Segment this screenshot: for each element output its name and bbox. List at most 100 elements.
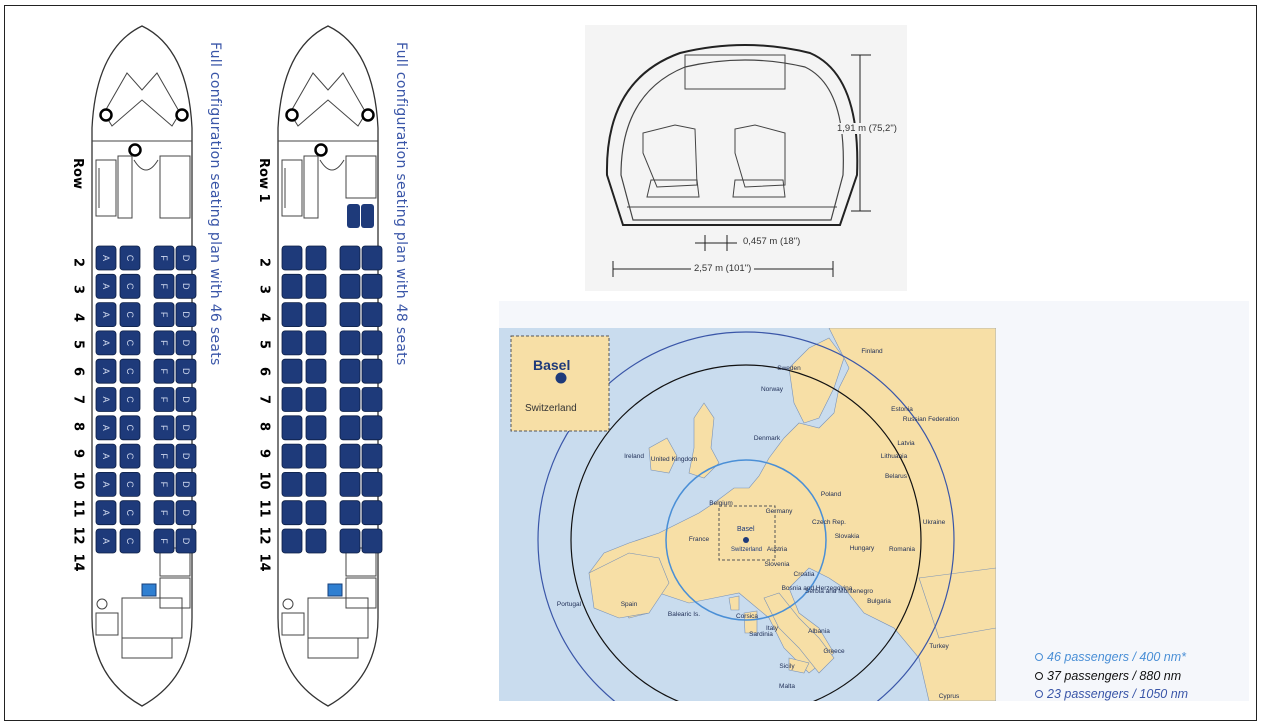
seat-letter: D bbox=[181, 538, 191, 545]
country-label: Denmark bbox=[754, 435, 781, 442]
country-label: Russian Federation bbox=[903, 416, 960, 423]
country-label: Balearic Is. bbox=[668, 611, 700, 618]
seat-letter: F bbox=[159, 538, 169, 544]
seat bbox=[175, 245, 197, 271]
seat-letter: A bbox=[101, 312, 111, 318]
seat bbox=[305, 302, 327, 328]
seat bbox=[119, 273, 141, 299]
country-labels: Sweden Finland Norway Estonia Russian Federa… bbox=[557, 348, 960, 700]
seat bbox=[339, 358, 361, 384]
seat bbox=[339, 443, 361, 469]
seat-letter: A bbox=[101, 538, 111, 544]
seat-grid-48 bbox=[281, 204, 383, 554]
country-label: Ireland bbox=[624, 453, 644, 460]
seat bbox=[281, 302, 303, 328]
row-number: 7 bbox=[256, 394, 272, 404]
seat-letter: C bbox=[125, 283, 135, 290]
seat bbox=[361, 443, 383, 469]
seat bbox=[119, 330, 141, 356]
row-number: 9 bbox=[70, 449, 86, 459]
row-number: 3 bbox=[70, 285, 86, 295]
country-label: Austria bbox=[767, 546, 788, 553]
row-number: 2 bbox=[256, 257, 272, 268]
country-label: Corsica bbox=[736, 613, 758, 620]
seat bbox=[281, 245, 303, 271]
seat-letter: C bbox=[125, 396, 135, 403]
range-circle-1050nm bbox=[537, 331, 955, 701]
seat bbox=[339, 330, 361, 356]
seat bbox=[361, 415, 383, 441]
seat bbox=[153, 302, 175, 328]
row-header-48: Row 1 bbox=[256, 158, 271, 203]
seat bbox=[281, 387, 303, 412]
inset-marker bbox=[718, 505, 776, 561]
seat bbox=[305, 415, 327, 441]
seat-letter: D bbox=[181, 283, 191, 290]
row-number: 11 bbox=[256, 499, 272, 518]
seat-letter: C bbox=[125, 255, 135, 262]
seat bbox=[305, 471, 327, 497]
country-label: Sicily bbox=[779, 663, 795, 670]
legend-label: 46 passengers / 400 nm* bbox=[1047, 650, 1186, 664]
country-label: Belgium bbox=[709, 500, 732, 507]
row-number: 12 bbox=[256, 526, 272, 545]
seat bbox=[281, 500, 303, 526]
seat bbox=[119, 528, 141, 554]
seat bbox=[305, 443, 327, 469]
country-label: Serbia and Montenegro bbox=[805, 588, 873, 595]
seat-letter: F bbox=[159, 397, 169, 403]
row-number: 14 bbox=[256, 553, 272, 572]
country-label: Romania bbox=[889, 546, 915, 553]
seat-letter: A bbox=[101, 396, 111, 402]
seat bbox=[339, 302, 361, 328]
seat bbox=[305, 273, 327, 299]
seat bbox=[305, 387, 327, 412]
seat bbox=[361, 387, 383, 412]
seat bbox=[119, 358, 141, 384]
seat bbox=[153, 443, 175, 469]
center-city-label: Basel bbox=[737, 526, 755, 533]
seat bbox=[119, 471, 141, 497]
seat bbox=[153, 500, 175, 526]
height-dimension-label: 1,91 m (75,2") bbox=[837, 123, 897, 134]
center-country-label: Switzerland bbox=[731, 547, 763, 553]
seat-letter: A bbox=[101, 481, 111, 487]
country-label: Estonia bbox=[891, 406, 913, 413]
seat-grid-46: A C F D A C F D A C F D A C F D A C F D A C F D A C F D A C F D A C F D A C F D… bbox=[95, 245, 197, 554]
seat bbox=[119, 387, 141, 412]
country-label: Hungary bbox=[850, 545, 875, 552]
country-label: Italy bbox=[766, 625, 779, 632]
seat-letter: F bbox=[159, 510, 169, 516]
country-label: Portugal bbox=[557, 601, 582, 608]
seat bbox=[153, 528, 175, 554]
europe-map: Sweden Finland Norway Estonia Russian Federa… bbox=[499, 328, 996, 701]
seat bbox=[153, 330, 175, 356]
seat-letter: F bbox=[159, 255, 169, 261]
seat bbox=[281, 358, 303, 384]
row-number: 8 bbox=[70, 421, 86, 431]
seat bbox=[175, 387, 197, 412]
seat bbox=[119, 500, 141, 526]
country-label: Bosnia and Herzegovina bbox=[782, 585, 853, 592]
seat bbox=[153, 387, 175, 412]
seat bbox=[361, 273, 383, 299]
row-number: 4 bbox=[70, 312, 86, 322]
seat-letter: D bbox=[181, 425, 191, 432]
country-label: Cyprus bbox=[939, 693, 960, 700]
seat bbox=[281, 273, 303, 299]
row-number: 2 bbox=[70, 257, 86, 268]
country-label: Czech Rep. bbox=[812, 519, 846, 526]
country-label: Sweden bbox=[777, 365, 801, 372]
seat-letter: D bbox=[181, 481, 191, 488]
seat-letter: A bbox=[101, 453, 111, 459]
row-number: 7 bbox=[70, 394, 86, 404]
seat-letter: C bbox=[125, 509, 135, 516]
seat-letter: C bbox=[125, 538, 135, 545]
page-frame bbox=[4, 5, 1257, 721]
country-label: Albania bbox=[808, 628, 830, 635]
row-number: 12 bbox=[70, 526, 86, 545]
seat bbox=[305, 528, 327, 554]
range-circle-880nm bbox=[570, 364, 922, 701]
seat-letter: A bbox=[101, 368, 111, 374]
country-label: Slovakia bbox=[835, 533, 860, 540]
